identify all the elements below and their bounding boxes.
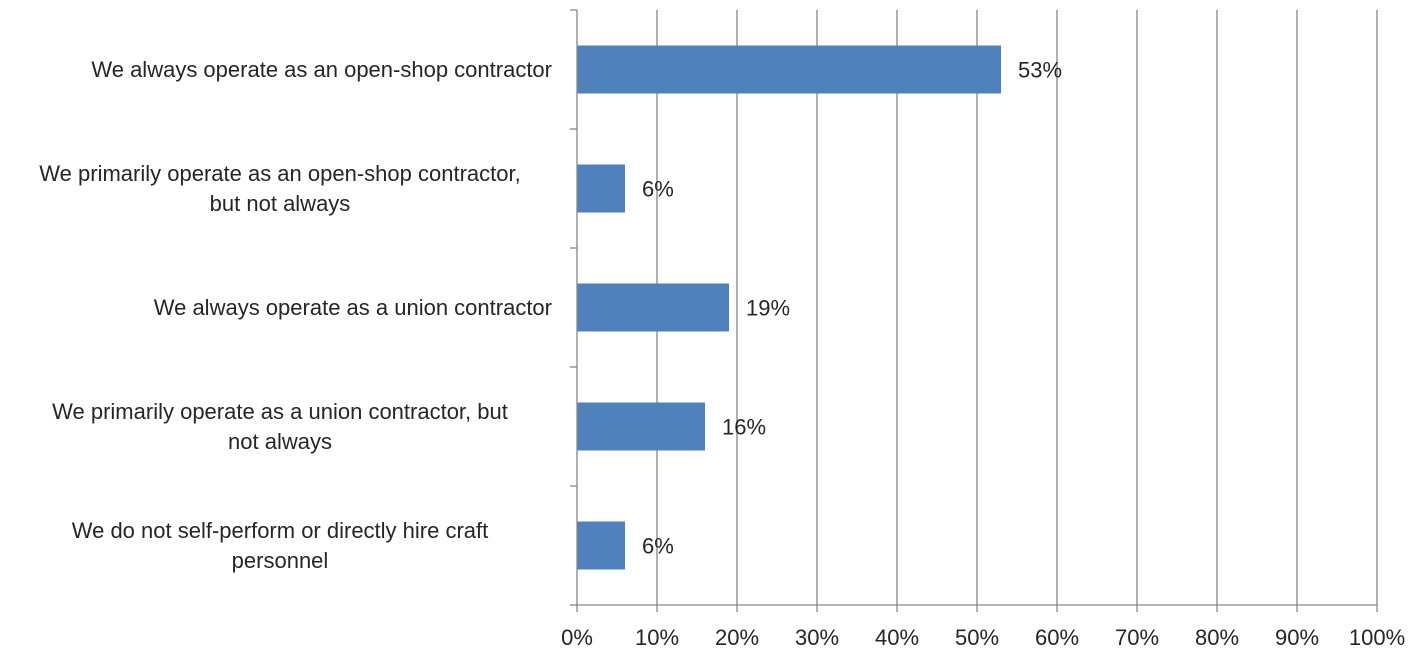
data-label: 6%: [642, 177, 674, 202]
x-tick-label: 70%: [1115, 625, 1159, 650]
data-label: 6%: [642, 534, 674, 559]
data-label: 16%: [722, 415, 766, 440]
x-tick-label: 10%: [635, 625, 679, 650]
category-label: We always operate as a union contractor: [153, 294, 552, 320]
x-tick-label: 90%: [1275, 625, 1319, 650]
bar: [577, 521, 625, 570]
data-label: 19%: [746, 296, 790, 321]
category-label: We primarily operate as an open-shop con…: [39, 160, 521, 216]
x-tick-label: 40%: [875, 625, 919, 650]
x-tick-label: 20%: [715, 625, 759, 650]
bar: [577, 402, 705, 451]
x-tick-label: 30%: [795, 625, 839, 650]
x-tick-label: 80%: [1195, 625, 1239, 650]
x-tick-label: 100%: [1349, 625, 1405, 650]
bar: [577, 164, 625, 213]
bar: [577, 45, 1001, 94]
x-tick-label: 60%: [1035, 625, 1079, 650]
bar: [577, 283, 729, 332]
x-tick-label: 0%: [561, 625, 593, 650]
category-label: We do not self-perform or directly hire …: [71, 517, 489, 573]
category-label: We always operate as an open-shop contra…: [91, 56, 552, 82]
x-tick-label: 50%: [955, 625, 999, 650]
category-label: We primarily operate as a union contract…: [52, 398, 508, 454]
data-label: 53%: [1018, 58, 1062, 83]
